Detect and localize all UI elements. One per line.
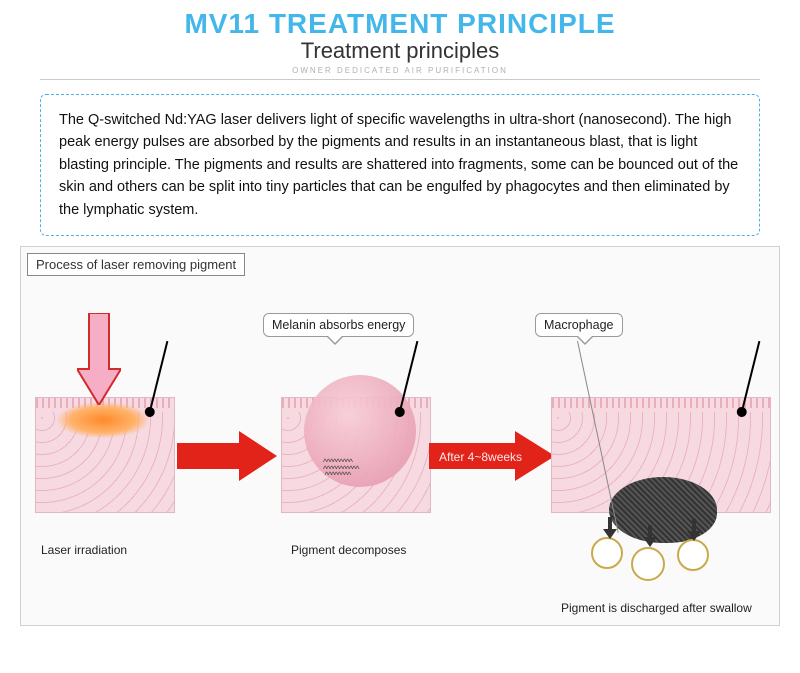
header: MV11 TREATMENT PRINCIPLE Treatment princ… (0, 0, 800, 80)
melanin-callout: Melanin absorbs energy (263, 313, 414, 337)
description-box: The Q-switched Nd:YAG laser delivers lig… (40, 94, 760, 236)
process-diagram: Process of laser removing pigment Laser … (20, 246, 780, 626)
laser-flash-icon (57, 402, 149, 438)
laser-down-arrow-icon (77, 313, 121, 405)
description-text: The Q-switched Nd:YAG laser delivers lig… (59, 112, 738, 218)
divider (40, 79, 760, 80)
process-label: Process of laser removing pigment (27, 253, 245, 276)
macrophage-callout: Macrophage (535, 313, 623, 337)
arrow-right-2-icon: After 4~8weeks (429, 431, 555, 481)
macrophage-icon (591, 537, 623, 569)
stage2-caption: Pigment decomposes (291, 543, 406, 557)
epidermis-icon (552, 398, 770, 408)
arrow2-label: After 4~8weeks (439, 450, 522, 464)
macrophage-icon (677, 539, 709, 571)
subtitle: Treatment principles (0, 38, 800, 64)
uptake-arrow-icon (643, 525, 657, 547)
arrow-right-1-icon (177, 431, 277, 481)
macrophage-callout-text: Macrophage (544, 318, 614, 332)
stage1-caption: Laser irradiation (41, 543, 127, 557)
melanin-callout-text: Melanin absorbs energy (272, 318, 405, 332)
main-title: MV11 TREATMENT PRINCIPLE (0, 8, 800, 40)
tagline: OWNER DEDICATED AIR PURIFICATION (0, 66, 800, 75)
pigment-blob-icon (304, 375, 416, 487)
stage3-caption: Pigment is discharged after swallow (561, 601, 752, 615)
pigment-speckle-icon: ^^^^^^^^^^^^^^^^^^^^ ^^^^^^^^ (323, 459, 358, 478)
uptake-arrow-icon (687, 519, 701, 541)
macrophage-icon (631, 547, 665, 581)
